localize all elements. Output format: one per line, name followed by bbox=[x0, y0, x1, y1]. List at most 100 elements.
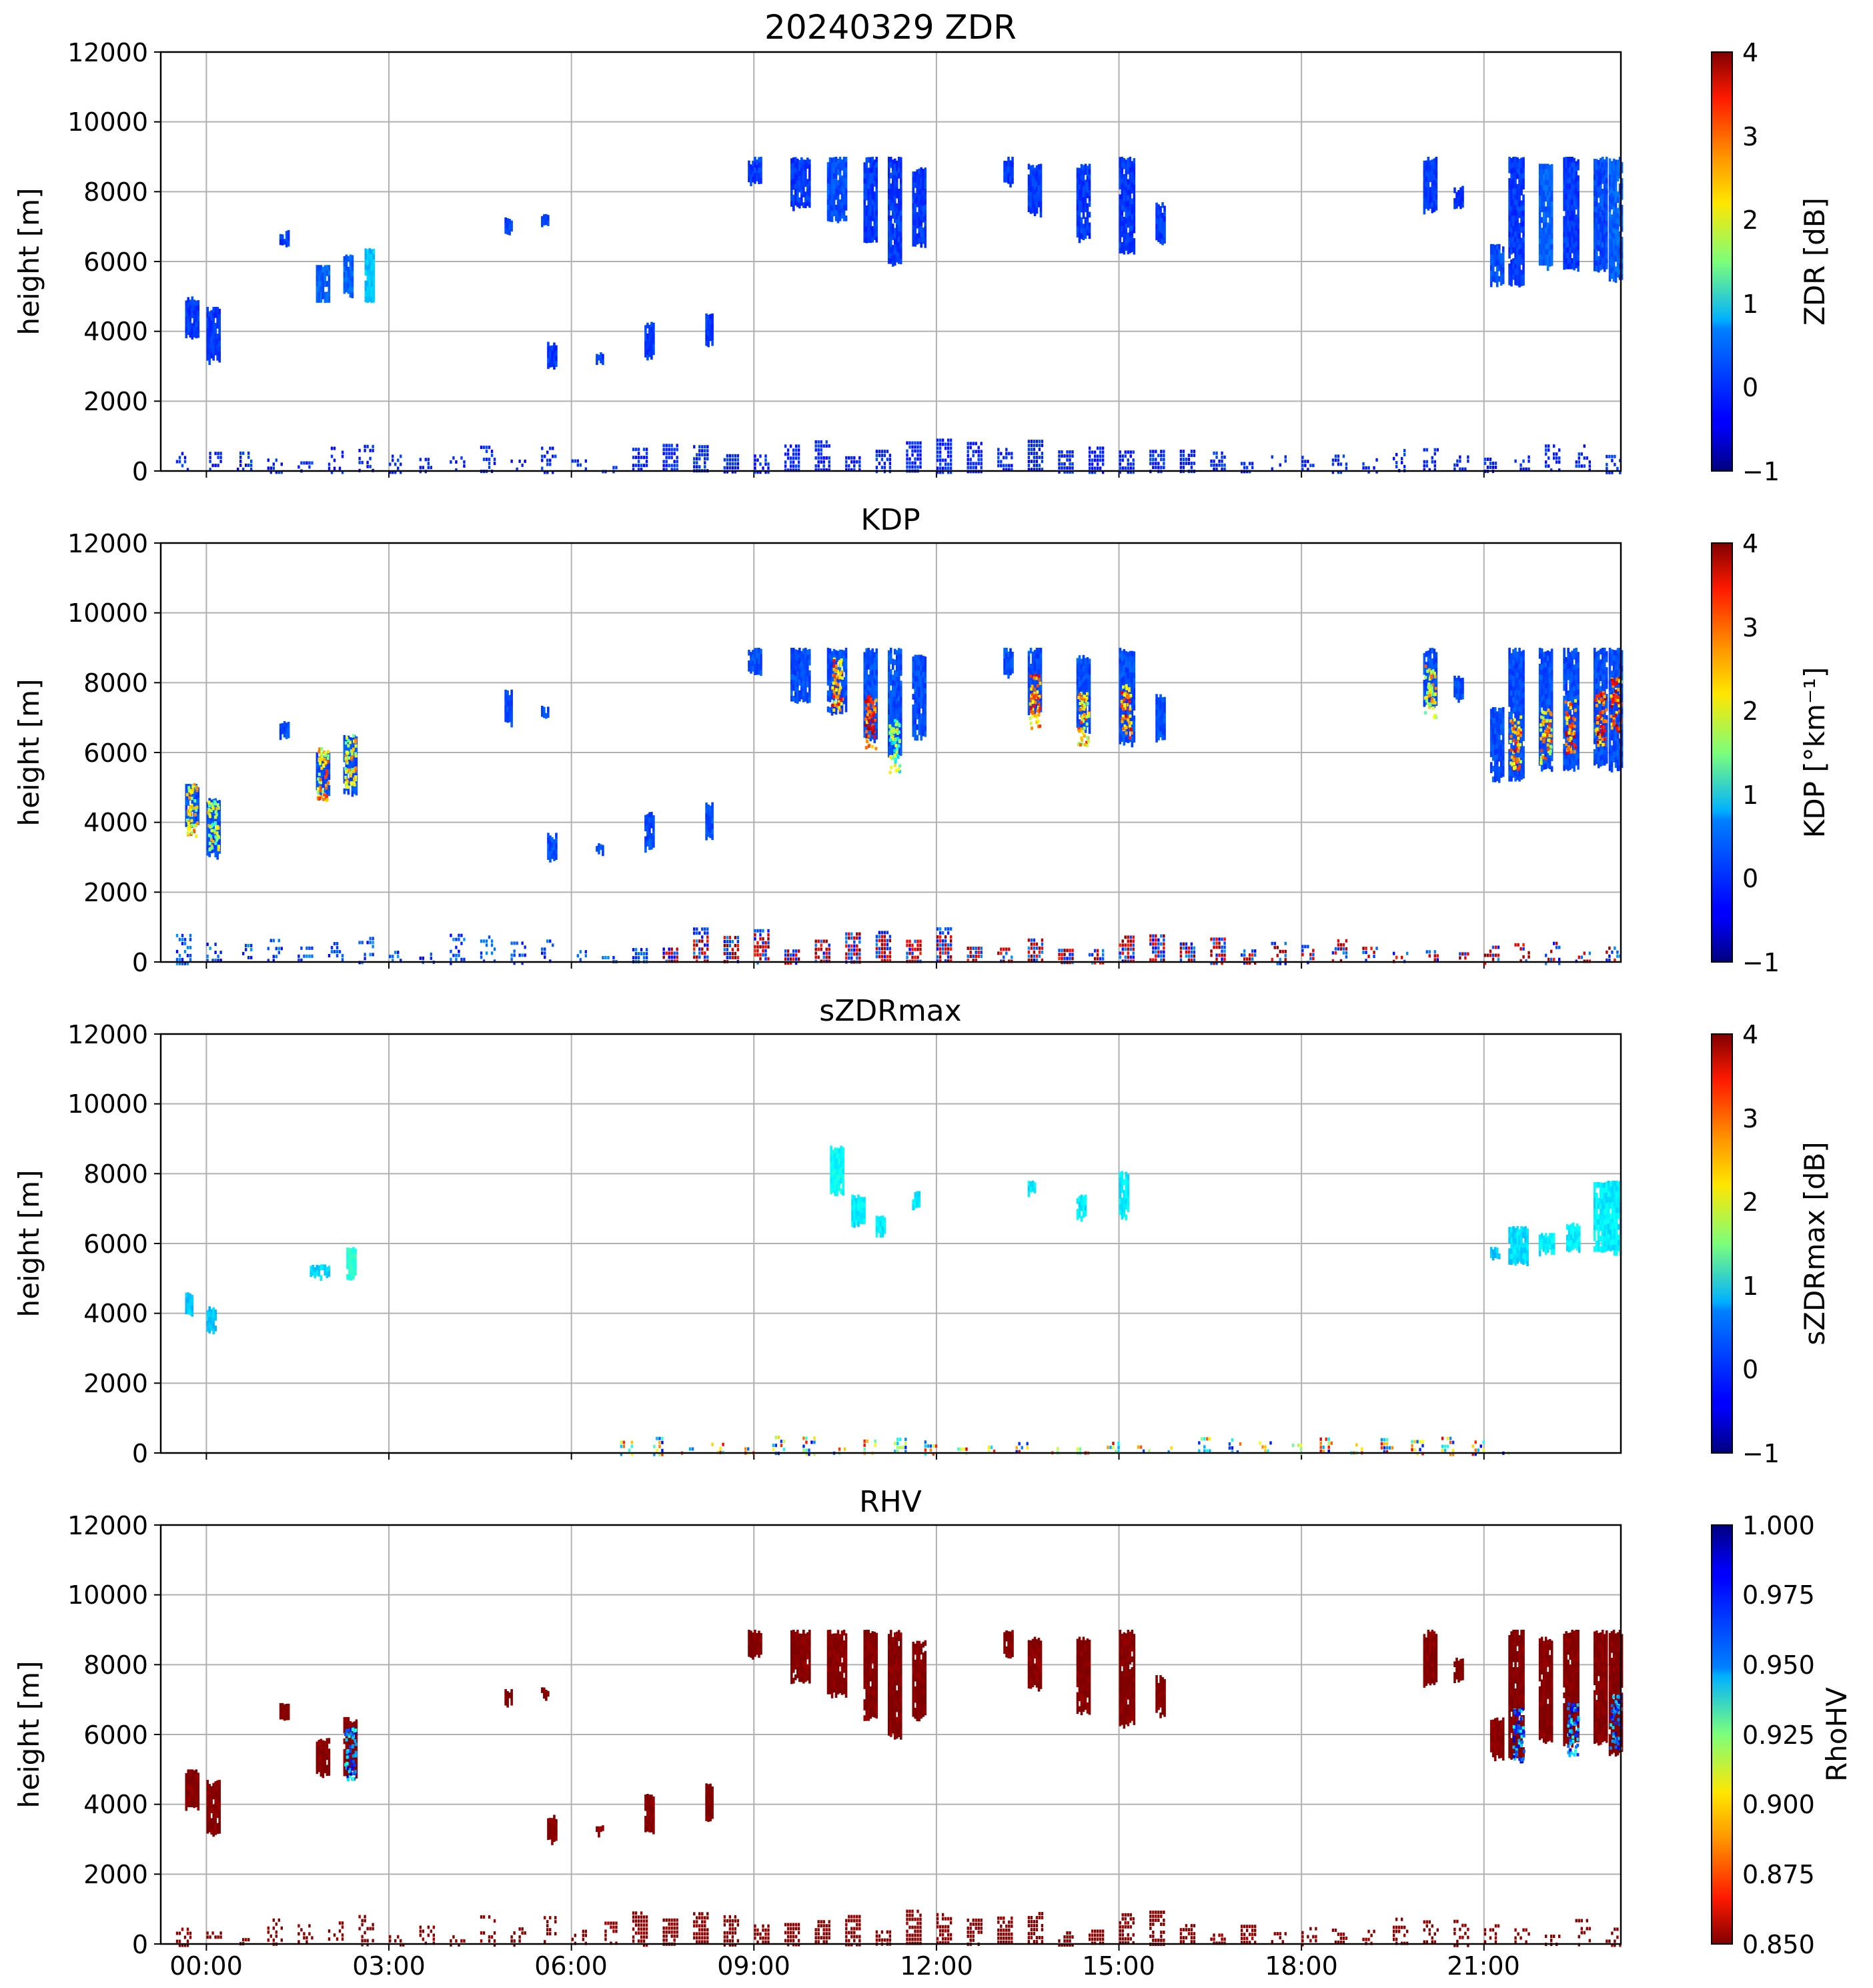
data-cell bbox=[916, 708, 919, 714]
data-cell bbox=[1603, 239, 1606, 245]
data-cell bbox=[1608, 260, 1612, 266]
data-cell bbox=[279, 728, 282, 735]
data-cell bbox=[869, 703, 872, 710]
data-cell bbox=[832, 167, 836, 174]
data-cell bbox=[949, 438, 953, 442]
data-cell bbox=[1495, 716, 1499, 722]
data-cell bbox=[808, 648, 811, 655]
data-cell bbox=[1518, 690, 1521, 696]
data-cell bbox=[212, 836, 215, 843]
data-cell bbox=[867, 226, 870, 232]
data-cell bbox=[351, 255, 354, 262]
data-cell bbox=[918, 179, 921, 185]
data-cell bbox=[1508, 771, 1511, 777]
data-cell bbox=[836, 169, 840, 175]
data-cell bbox=[1612, 174, 1616, 181]
data-cell bbox=[206, 350, 209, 356]
data-cell bbox=[1608, 179, 1612, 186]
data-cell bbox=[899, 702, 902, 708]
data-cell bbox=[322, 272, 325, 278]
data-cell bbox=[1161, 697, 1164, 703]
data-cell bbox=[1459, 467, 1461, 471]
data-cell bbox=[634, 464, 638, 468]
data-cell bbox=[889, 749, 892, 755]
data-cell bbox=[1423, 690, 1426, 696]
data-cell bbox=[1190, 466, 1193, 470]
data-cell bbox=[650, 348, 653, 355]
data-cell bbox=[287, 229, 290, 236]
data-cell bbox=[1512, 173, 1515, 179]
data-cell bbox=[1124, 454, 1127, 458]
data-cell bbox=[324, 281, 327, 288]
data-cell bbox=[1131, 203, 1134, 210]
data-cell bbox=[1129, 714, 1132, 721]
data-cell bbox=[845, 468, 848, 472]
data-cell bbox=[924, 710, 927, 716]
data-cell bbox=[1593, 180, 1596, 186]
data-cell bbox=[826, 194, 830, 200]
data-cell bbox=[1096, 454, 1099, 458]
data-cell bbox=[652, 815, 655, 821]
data-cell bbox=[887, 162, 890, 168]
data-cell bbox=[1544, 211, 1547, 218]
data-cell bbox=[1063, 462, 1066, 466]
data-cell bbox=[1510, 173, 1513, 180]
data-cell bbox=[836, 190, 840, 197]
data-cell bbox=[1542, 174, 1545, 181]
data-cell bbox=[916, 190, 919, 197]
data-cell bbox=[1080, 233, 1083, 239]
data-cell bbox=[1119, 178, 1122, 184]
data-cell bbox=[916, 233, 919, 239]
data-cell bbox=[1501, 246, 1505, 252]
data-cell bbox=[178, 460, 181, 464]
data-cell bbox=[895, 666, 898, 672]
data-cell bbox=[1544, 656, 1547, 663]
data-cell bbox=[1571, 178, 1574, 184]
data-cell bbox=[802, 691, 805, 697]
data-cell bbox=[1548, 245, 1551, 251]
data-cell bbox=[871, 173, 874, 179]
data-cell bbox=[800, 173, 803, 179]
data-cell bbox=[1497, 766, 1501, 773]
data-cell bbox=[806, 163, 809, 169]
data-cell bbox=[1605, 157, 1608, 163]
data-cell bbox=[1427, 199, 1430, 205]
data-cell bbox=[1129, 167, 1132, 173]
data-cell bbox=[1538, 669, 1541, 675]
data-cell bbox=[914, 708, 917, 714]
data-cell bbox=[1035, 175, 1039, 182]
data-cell bbox=[324, 276, 327, 282]
data-cell bbox=[650, 822, 653, 829]
data-cell bbox=[1608, 270, 1612, 277]
data-cell bbox=[728, 454, 732, 458]
data-cell bbox=[1516, 183, 1519, 190]
data-cell bbox=[906, 465, 908, 469]
data-cell bbox=[1133, 667, 1136, 674]
data-cell bbox=[1037, 690, 1041, 696]
data-cell bbox=[1510, 232, 1513, 239]
data-cell bbox=[212, 344, 215, 350]
data-cell bbox=[895, 676, 898, 683]
data-cell bbox=[889, 669, 892, 675]
data-cell bbox=[1035, 696, 1039, 702]
data-cell bbox=[1423, 464, 1425, 468]
data-cell bbox=[546, 462, 549, 466]
data-cell bbox=[830, 683, 834, 689]
data-cell bbox=[1129, 215, 1132, 221]
data-cell bbox=[1611, 470, 1614, 474]
data-cell bbox=[1497, 718, 1501, 724]
data-cell bbox=[553, 855, 556, 861]
data-cell bbox=[889, 247, 892, 254]
data-cell bbox=[1601, 221, 1604, 227]
data-cell bbox=[707, 831, 710, 837]
data-cell bbox=[368, 270, 372, 276]
data-cell bbox=[1620, 242, 1624, 248]
data-cell bbox=[1161, 223, 1164, 229]
data-cell bbox=[212, 815, 215, 821]
data-cell bbox=[711, 807, 714, 814]
data-cell bbox=[1538, 685, 1541, 691]
data-cell bbox=[185, 811, 188, 817]
data-cell bbox=[899, 226, 902, 233]
data-cell bbox=[1501, 717, 1505, 724]
data-cell bbox=[916, 713, 919, 720]
